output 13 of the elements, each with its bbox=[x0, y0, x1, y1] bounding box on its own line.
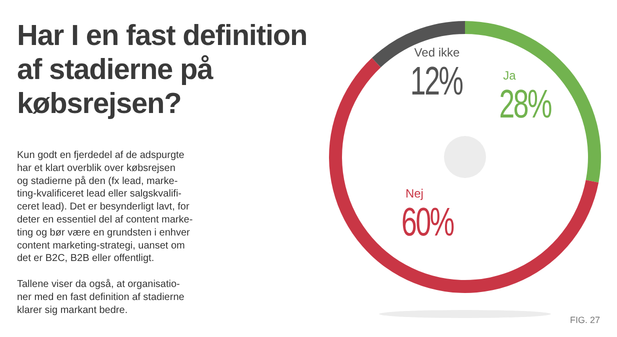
data-label: 12% bbox=[410, 60, 463, 104]
data-label: 60% bbox=[401, 200, 454, 245]
text: Har I en fast definition af stadierne på købsrejsen? bbox=[17, 20, 308, 120]
donut-slice bbox=[465, 21, 601, 182]
data-label: 28% bbox=[499, 82, 552, 127]
slice-label: Nej bbox=[405, 186, 424, 200]
donut-slice bbox=[329, 58, 599, 293]
text: Tallene viser da også, at organisatio- ner med en fast definition af stadierne klarer sig markant bedre. bbox=[17, 278, 185, 316]
text: Kun godt en fjerdedel af de adspurgte har et klart overblik over købsrejsen og stadierne på den (fx lead, marke- ting-kvalificeret lead eller salgskvalifi- ceret lead). Det er besynderligt lavt, for deter en essentiel del af content marke- ting og bør være en grundsten i enhver content marketing-strategi, uanset om det er B2C, B2B eller offentligt. bbox=[17, 150, 193, 264]
caption: FIG. 27 bbox=[570, 315, 600, 325]
slice-label: Ved ikke bbox=[414, 45, 460, 60]
donut-slice bbox=[372, 21, 465, 68]
slice-label: Ja bbox=[503, 68, 516, 82]
